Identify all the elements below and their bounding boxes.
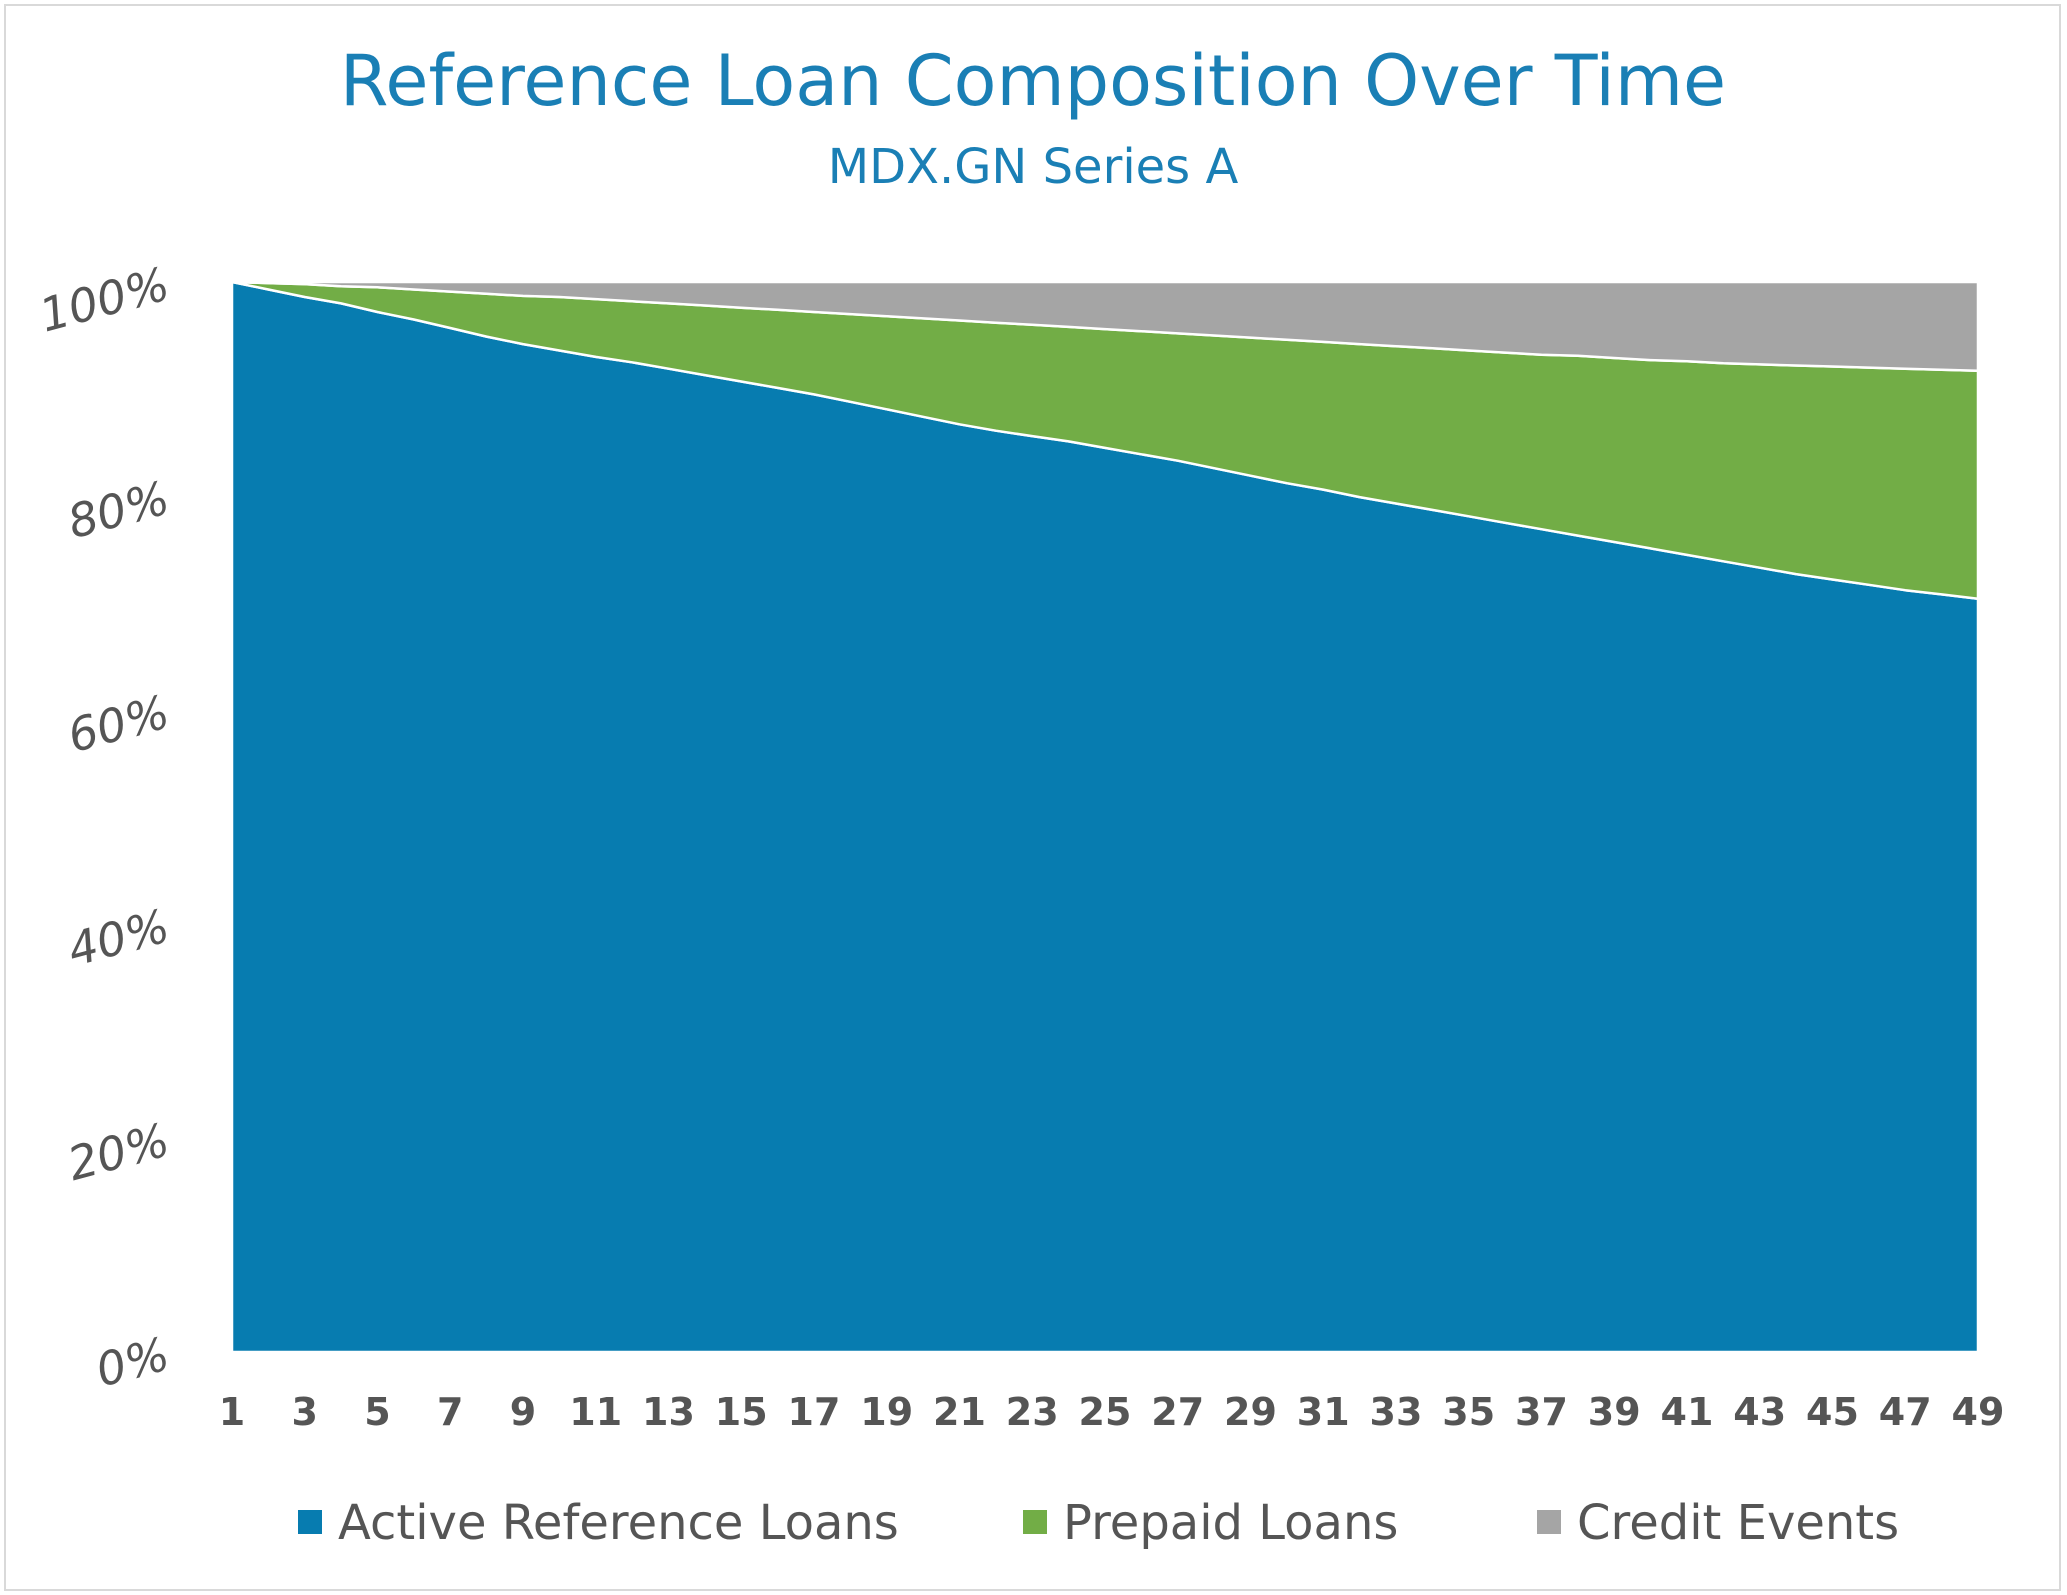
x-tick-label: 41 — [1661, 1390, 1714, 1434]
legend-swatch — [1537, 1510, 1561, 1534]
x-tick-label: 49 — [1952, 1390, 2005, 1434]
x-tick-label: 35 — [1442, 1390, 1495, 1434]
y-tick-label: 60% — [62, 684, 175, 763]
chart-title: Reference Loan Composition Over Time — [340, 40, 1726, 122]
x-tick-label: 1 — [219, 1390, 245, 1434]
x-tick-label: 29 — [1224, 1390, 1277, 1434]
legend-label: Credit Events — [1577, 1495, 1899, 1551]
chart-subtitle: MDX.GN Series A — [828, 139, 1239, 195]
legend: Active Reference Loans Prepaid Loans Credi… — [298, 1495, 1899, 1551]
x-tick-label: 13 — [642, 1390, 695, 1434]
x-tick-label: 43 — [1733, 1390, 1786, 1434]
legend-swatch — [1023, 1510, 1047, 1534]
y-axis-ticks: 0% 20% 40% 60% 80% 100% — [34, 256, 175, 1397]
y-tick-label: 20% — [62, 1112, 175, 1191]
x-tick-label: 33 — [1370, 1390, 1423, 1434]
x-tick-label: 21 — [933, 1390, 986, 1434]
x-tick-label: 9 — [510, 1390, 536, 1434]
x-tick-label: 11 — [569, 1390, 622, 1434]
x-axis-ticks: 1 3 5 7 9 11 13 15 17 19 21 23 25 27 29 31 33 35 37 39 41 43 4… — [219, 1390, 2005, 1434]
x-tick-label: 3 — [292, 1390, 318, 1434]
y-tick-label: 100% — [34, 256, 175, 342]
area-credit-events — [230, 280, 1980, 373]
y-tick-label: 0% — [90, 1326, 174, 1397]
legend-label: Active Reference Loans — [338, 1495, 899, 1551]
x-tick-label: 19 — [860, 1390, 913, 1434]
area-layers — [230, 280, 1980, 1354]
x-tick-label: 37 — [1515, 1390, 1568, 1434]
x-tick-label: 47 — [1879, 1390, 1932, 1434]
x-tick-label: 45 — [1806, 1390, 1859, 1434]
x-tick-label: 23 — [1006, 1390, 1059, 1434]
legend-label: Prepaid Loans — [1063, 1495, 1398, 1551]
x-tick-label: 25 — [1079, 1390, 1132, 1434]
x-tick-label: 31 — [1297, 1390, 1350, 1434]
x-tick-label: 17 — [788, 1390, 841, 1434]
y-tick-label: 40% — [62, 898, 175, 977]
x-tick-label: 5 — [364, 1390, 390, 1434]
x-tick-label: 15 — [715, 1390, 768, 1434]
x-tick-label: 7 — [437, 1390, 463, 1434]
x-tick-label: 39 — [1588, 1390, 1641, 1434]
x-tick-label: 27 — [1151, 1390, 1204, 1434]
legend-swatch — [298, 1510, 322, 1534]
y-tick-label: 80% — [62, 470, 175, 549]
